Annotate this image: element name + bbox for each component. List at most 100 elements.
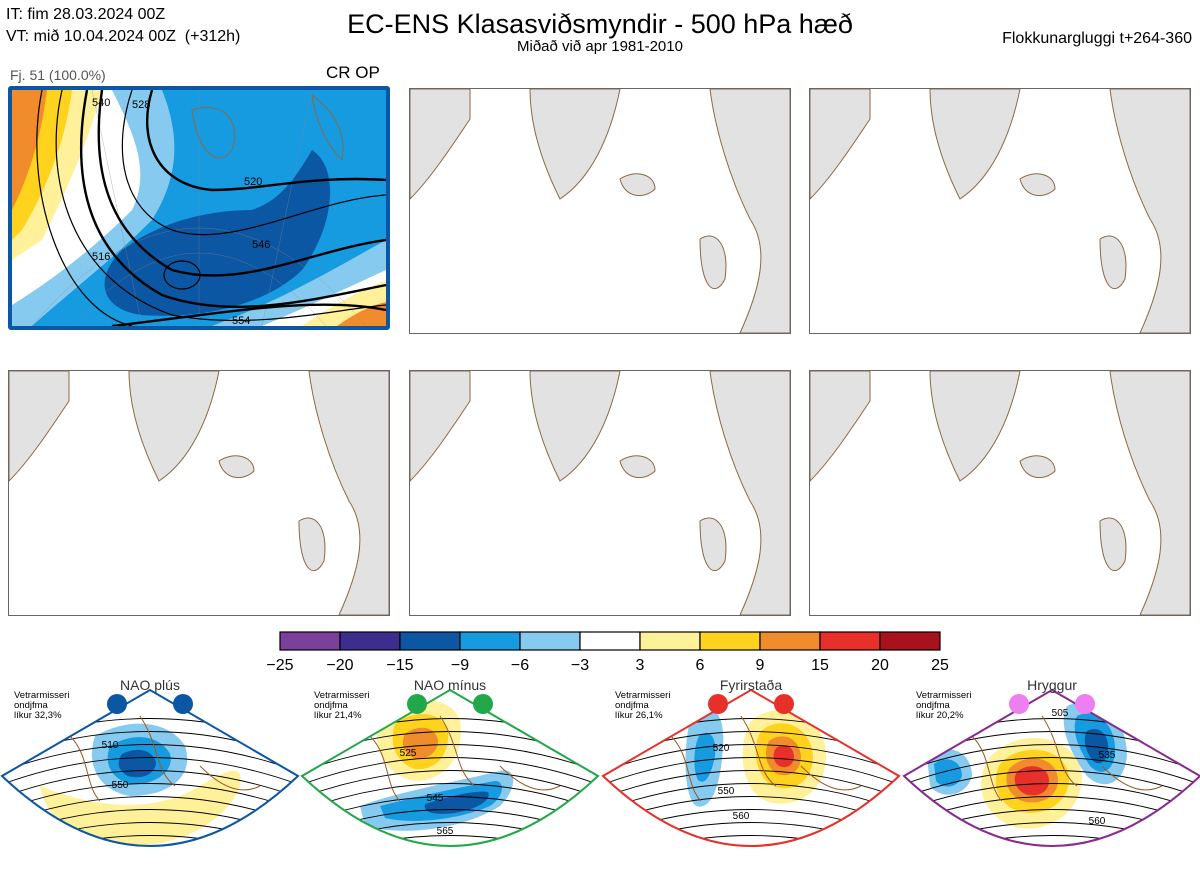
regime-note: ondjfma [916, 700, 951, 711]
regime-marker-icon [107, 694, 127, 714]
regime-contour-label: 550 [112, 780, 129, 791]
regime-note: Vetrarmisseri [916, 690, 971, 701]
regime-contour-label: 565 [437, 826, 454, 837]
cluster-panel-3[interactable] [809, 88, 1191, 334]
regime-contour-label: 550 [718, 786, 735, 797]
regime-border [0, 688, 300, 847]
panel-member-count: Fj. 51 (100.0%) [10, 67, 106, 83]
colorbar-tick: −3 [571, 657, 589, 674]
colorbar-swatch [759, 631, 821, 651]
colorbar: −25 −20 −15 −9 −6 −3 3 6 9 15 20 25 [266, 631, 949, 674]
anomaly-neg-9 [104, 150, 331, 316]
regime-marker-icon [708, 694, 728, 714]
cluster-map-1: 520 546 516 528 554 540 [12, 90, 386, 326]
regime-anomaly [934, 759, 962, 787]
regime-title: Fyrirstaða [720, 677, 782, 693]
colorbar-swatch [519, 631, 581, 651]
colorbar-swatch [279, 631, 341, 651]
regime-marker-icon [774, 694, 794, 714]
colorbar-swatch [819, 631, 881, 651]
forecast-times: IT: fim 28.03.2024 00Z VT: mið 10.04.202… [6, 4, 240, 48]
regime-anomaly [1014, 766, 1049, 796]
scandinavia-coast [311, 93, 344, 162]
regime-contour-label: 545 [427, 793, 444, 804]
regime-note: ondjfma [615, 700, 650, 711]
regime-contour-label: 560 [1089, 816, 1106, 827]
regime-title: Hryggur [1027, 677, 1077, 693]
page-subtitle: Miðað við apr 1981-2010 [517, 38, 683, 55]
colorbar-swatch [399, 631, 461, 651]
regime-anomaly [694, 732, 716, 782]
cluster-panel-5[interactable] [409, 370, 791, 616]
regime-panel: NAO plús Vetrarmisseri ondjfma líkur 32,3% 5… [0, 676, 300, 871]
regime-contour-label: 525 [400, 748, 417, 759]
colorbar-swatch [879, 631, 941, 651]
regime-marker-icon [407, 694, 427, 714]
regime-contour-label: 535 [1099, 750, 1116, 761]
panel-tag: CR OP [326, 63, 380, 82]
valid-time: VT: mið 10.04.2024 00Z (+312h) [6, 28, 241, 45]
regime-anomaly [773, 745, 794, 768]
greenland-coast [191, 106, 236, 159]
regime-contour-label: 510 [102, 740, 119, 751]
regime-note: Vetrarmisseri [314, 690, 369, 701]
regime-marker-icon [1075, 694, 1095, 714]
regime-note: ondjfma [314, 700, 349, 711]
regime-contour-label: 505 [1052, 708, 1069, 719]
colorbar-tick: 15 [811, 657, 829, 674]
contour-label: 540 [92, 97, 110, 109]
contour-label: 516 [92, 251, 110, 263]
colorbar-swatch [639, 631, 701, 651]
cluster-panel-1[interactable]: 520 546 516 528 554 540 [8, 86, 390, 330]
regime-note: líkur 32,3% [14, 710, 62, 721]
colorbar-swatch [699, 631, 761, 651]
land-map-2 [410, 89, 790, 333]
colorbar-tick: −6 [511, 657, 529, 674]
regime-border [300, 688, 600, 847]
colorbar-tick: 20 [871, 657, 889, 674]
regime-note: ondjfma [14, 700, 49, 711]
regime-contour-label: 520 [713, 743, 730, 754]
contour-label: 554 [232, 315, 250, 326]
issue-time: IT: fim 28.03.2024 00Z [6, 6, 166, 23]
land-map-3 [810, 89, 1190, 333]
regime-title: NAO mínus [414, 677, 486, 693]
colorbar-swatch [339, 631, 401, 651]
cluster-panel-4[interactable] [8, 370, 390, 616]
regime-border [902, 688, 1200, 847]
contour-label: 528 [132, 99, 150, 111]
colorbar-tick: 25 [931, 657, 949, 674]
colorbar-tick: 9 [756, 657, 765, 674]
contour-label: 520 [244, 176, 262, 188]
regime-anomaly [402, 727, 438, 759]
regime-anomaly [40, 770, 241, 846]
colorbar-tick: −15 [386, 657, 413, 674]
regime-anomaly [1012, 847, 1044, 856]
regime-contour-label: 560 [733, 811, 750, 822]
cluster-panel-2[interactable] [409, 88, 791, 334]
regime-marker-icon [473, 694, 493, 714]
regime-marker-icon [173, 694, 193, 714]
colorbar-swatch [579, 631, 641, 651]
classification-window: Flokkunargluggi t+264-360 [1002, 30, 1192, 47]
cluster-panel-6[interactable] [809, 370, 1191, 616]
page-title: EC-ENS Klasasviðsmyndir - 500 hPa hæð [347, 9, 853, 39]
regime-note: Vetrarmisseri [14, 690, 69, 701]
regime-title: NAO plús [120, 677, 180, 693]
regime-panel: Fyrirstaða Vetrarmisseri ondjfma líkur 26,1… [601, 676, 901, 871]
regime-border [601, 688, 901, 847]
regime-panel: Hryggur Vetrarmisseri ondjfma líkur 20,2% 50… [902, 676, 1200, 871]
colorbar-tick: 6 [696, 657, 705, 674]
regime-marker-icon [1009, 694, 1029, 714]
land-map-5 [410, 371, 790, 615]
regime-note: líkur 20,2% [916, 710, 964, 721]
land-map-4 [9, 371, 389, 615]
land-map-6 [810, 371, 1190, 615]
regime-note: Vetrarmisseri [615, 690, 670, 701]
regime-note: líkur 26,1% [615, 710, 663, 721]
regime-note: líkur 21,4% [314, 710, 362, 721]
